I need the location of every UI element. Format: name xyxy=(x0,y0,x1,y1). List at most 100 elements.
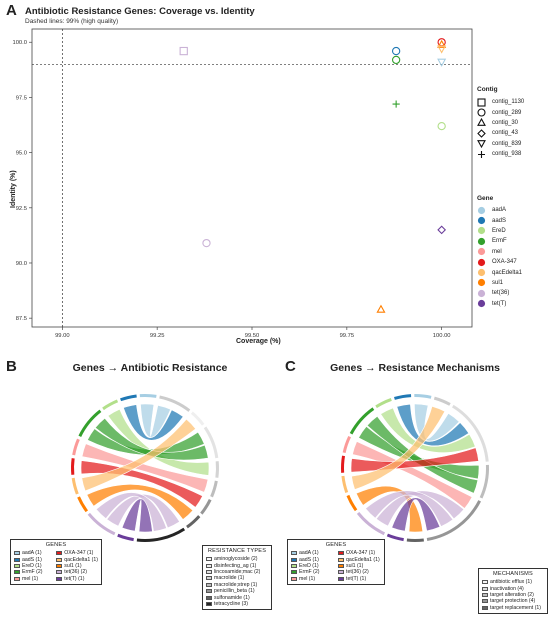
chord-b-title: Genes → Antibiotic Resistance xyxy=(72,362,228,374)
legend-swatch xyxy=(14,557,20,562)
box-legend-label: target replacement (1) xyxy=(490,604,542,611)
target-arc xyxy=(479,464,489,499)
gene-swatch xyxy=(477,206,486,214)
gene-swatch xyxy=(477,248,486,256)
box-legend-item: OXA-347 (1) xyxy=(338,550,381,556)
chord-c-title: Genes → Resistance Mechanisms xyxy=(330,362,500,374)
gene-swatch xyxy=(477,227,486,235)
circle-icon xyxy=(477,268,486,277)
gene-swatch xyxy=(477,300,486,308)
contig-legend-item: contig_43 xyxy=(477,128,547,138)
y-axis-title: Identity (%) xyxy=(10,170,17,208)
legend-swatch xyxy=(206,569,212,574)
box-legend-item: qacEdelta1 (1) xyxy=(338,556,381,563)
box-legend-item: qacEdelta1 (1) xyxy=(56,556,98,563)
gene-legend-item: qacEdelta1 xyxy=(477,267,547,277)
diamond-marker xyxy=(477,129,486,138)
box-legend-item: aminoglycoside (2) xyxy=(206,556,268,562)
legend-swatch xyxy=(291,557,297,562)
ribbons xyxy=(80,403,210,533)
gene-legend-label: OXA-347 xyxy=(492,259,517,266)
ribbon-tet(36) xyxy=(365,490,454,527)
box-legend-label: tetracycline (3) xyxy=(214,600,249,607)
gene-swatch xyxy=(477,268,486,277)
legend-swatch xyxy=(14,551,20,556)
target-arc xyxy=(159,395,191,412)
circle-icon xyxy=(477,300,486,308)
y-tick-label: 87.5 xyxy=(16,316,27,322)
gene-legend-label: ErmF xyxy=(492,238,507,245)
plot-frame xyxy=(31,28,473,328)
data-point xyxy=(202,238,211,248)
target-arc xyxy=(210,480,218,498)
genes-box-b: GENES aadA (1) OXA-347 (1) aadS (1) qacEdel… xyxy=(10,539,102,585)
box-legend-label: penicillin_beta (1) xyxy=(214,588,255,595)
box-legend-item: disinfecting_ag (1) xyxy=(206,562,268,569)
gene-arc-EreD xyxy=(375,398,392,409)
x-tick-label: 99.25 xyxy=(150,333,165,339)
ribbon-mel xyxy=(81,443,209,493)
legend-swatch xyxy=(14,576,20,581)
contig-legend-label: contig_839 xyxy=(492,140,522,147)
circle-icon xyxy=(477,248,486,256)
box-legend-item: aadS (1) xyxy=(291,556,334,563)
gene-arc-aadS xyxy=(393,394,412,400)
box-legend-label: EreD (1) xyxy=(22,562,42,569)
contig-legend-item: contig_839 xyxy=(477,139,547,149)
legend-swatch xyxy=(56,563,63,568)
data-point xyxy=(437,121,446,131)
triangle-down-marker xyxy=(477,140,486,149)
y-axis-title-wrap: Identity (%) xyxy=(10,170,24,220)
target-arc xyxy=(190,411,205,426)
legend-swatch xyxy=(14,563,20,568)
contig-legend-label: contig_1130 xyxy=(492,99,525,106)
ribbon-qacEdelta1 xyxy=(351,405,446,490)
genes-box-c: GENES aadA (1) OXA-347 (1) aadS (1) qacEdel… xyxy=(287,539,385,585)
square-marker xyxy=(477,98,486,107)
contig-legend-label: contig_30 xyxy=(492,119,519,126)
box-legend-label: aminoglycoside (2) xyxy=(214,556,258,563)
scatter-title: Antibiotic Resistance Genes: Coverage vs… xyxy=(25,6,255,17)
data-point xyxy=(391,46,401,56)
gene-swatch xyxy=(477,258,486,266)
resistance-types-title: RESISTANCE TYPES xyxy=(207,548,267,554)
box-legend-label: qacEdelta1 (1) xyxy=(64,556,98,563)
legend-swatch xyxy=(482,605,488,610)
gene-arc-aadA xyxy=(139,394,157,398)
diamond-icon xyxy=(477,129,486,138)
legend-swatch xyxy=(206,582,212,587)
gene-legend-label: mel xyxy=(492,248,502,255)
ribbon-OXA-347 xyxy=(350,447,479,473)
ribbon-qacEdelta1 xyxy=(81,418,197,492)
gene-legend-item: tet(T) xyxy=(477,299,547,309)
triangle-icon xyxy=(477,118,486,127)
box-legend-label: aadS (1) xyxy=(22,556,42,563)
gene-legend-item: aadA xyxy=(477,205,547,215)
legend-swatch xyxy=(206,595,212,600)
legend-swatch xyxy=(482,592,488,597)
gene-arc-mel xyxy=(342,436,351,453)
gene-legend-label: sul1 xyxy=(492,279,504,286)
x-tick-label: 99.75 xyxy=(340,333,355,339)
triangle-marker xyxy=(477,118,486,127)
circle-icon xyxy=(477,289,486,297)
box-legend-item: tetracycline (3) xyxy=(206,601,268,607)
box-legend-item: lincosamide;mac (2) xyxy=(206,569,268,575)
gene-legend-label: qacEdelta1 xyxy=(492,269,523,276)
box-legend-item: aadS (1) xyxy=(14,556,52,563)
legend-swatch xyxy=(291,570,297,575)
ribbon-EreD xyxy=(380,407,476,453)
genes-box-b-title: GENES xyxy=(45,542,67,548)
gene-arc-tet(T) xyxy=(386,533,404,542)
x-tick-label: 100.00 xyxy=(433,333,451,339)
box-legend-label: tet(T) (1) xyxy=(64,575,85,582)
box-legend-label: tet(36) (2) xyxy=(346,569,369,576)
plus-marker xyxy=(478,150,485,158)
gene-legend-label: aadA xyxy=(492,207,507,214)
circle-marker xyxy=(477,108,486,117)
box-legend-item: penicillin_beta (1) xyxy=(206,588,268,594)
scatter-subtitle: Dashed lines: 99% (high quality) xyxy=(25,18,119,25)
box-legend-item: tet(T) (1) xyxy=(56,576,98,582)
panel-b-label: B xyxy=(6,358,17,375)
y-tick-label: 100.0 xyxy=(12,40,27,46)
